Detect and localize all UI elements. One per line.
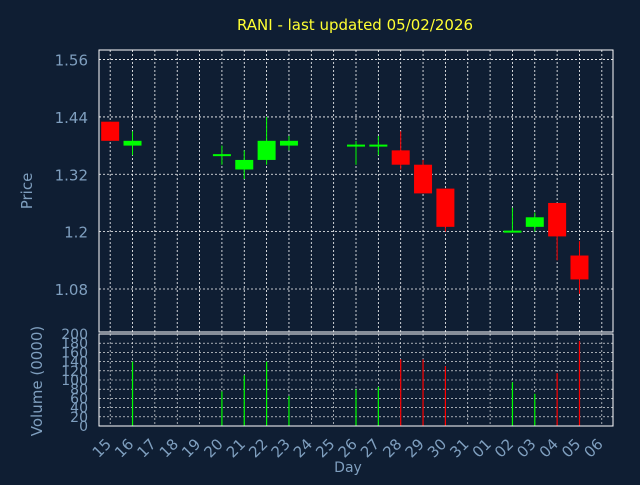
volume-tick-label: 160 (61, 345, 88, 361)
volume-tick-label: 20 (70, 410, 88, 426)
candle-body (570, 255, 589, 280)
volume-tick-label: 60 (70, 391, 88, 407)
candle-body (414, 164, 433, 194)
candle-body (212, 154, 231, 157)
candle-body (391, 150, 410, 165)
volume-tick-label: 0 (79, 419, 88, 435)
candle-body (123, 140, 142, 146)
price-tick-label: 1.08 (55, 281, 88, 299)
price-axis-label: Price (18, 173, 36, 210)
volume-tick-label: 140 (61, 355, 88, 371)
candle-body (235, 159, 254, 170)
candle-body (548, 202, 567, 237)
volume-tick-label: 80 (70, 382, 88, 398)
candle-body (503, 230, 522, 233)
volume-bars (131, 340, 581, 426)
chart-title: RANI - last updated 05/02/2026 (237, 16, 473, 34)
day-axis-label: Day (334, 460, 362, 476)
price-y-tick-labels: 1.56 1.44 1.32 1.2 1.08 (55, 52, 88, 299)
price-tick-label: 1.56 (55, 52, 88, 70)
price-tick-label: 1.32 (55, 166, 88, 184)
price-tick-label: 1.2 (64, 224, 88, 242)
candle-body (347, 144, 365, 147)
price-tick-label: 1.44 (55, 109, 88, 127)
volume-tick-label: 100 (61, 373, 88, 389)
volume-tick-label: 120 (61, 364, 88, 380)
volume-panel-frame (98, 333, 614, 427)
candle-body (525, 217, 544, 227)
day-tick-label: 06 (580, 435, 606, 461)
candle-body (257, 140, 276, 160)
day-tick-labels: 1516171819202122232425262728293031010203… (89, 435, 607, 461)
price-grid (99, 50, 613, 332)
candle-body (436, 188, 455, 227)
volume-tick-label: 40 (70, 401, 88, 417)
volume-axis-label: Volume (0000) (28, 326, 46, 436)
volume-tick-label: 200 (61, 327, 88, 343)
price-panel-frame (98, 49, 614, 333)
candle-body (101, 121, 120, 141)
candle-body (369, 144, 388, 147)
price-candles (101, 116, 589, 294)
volume-tick-label: 180 (61, 336, 88, 352)
candle-body (279, 140, 298, 146)
